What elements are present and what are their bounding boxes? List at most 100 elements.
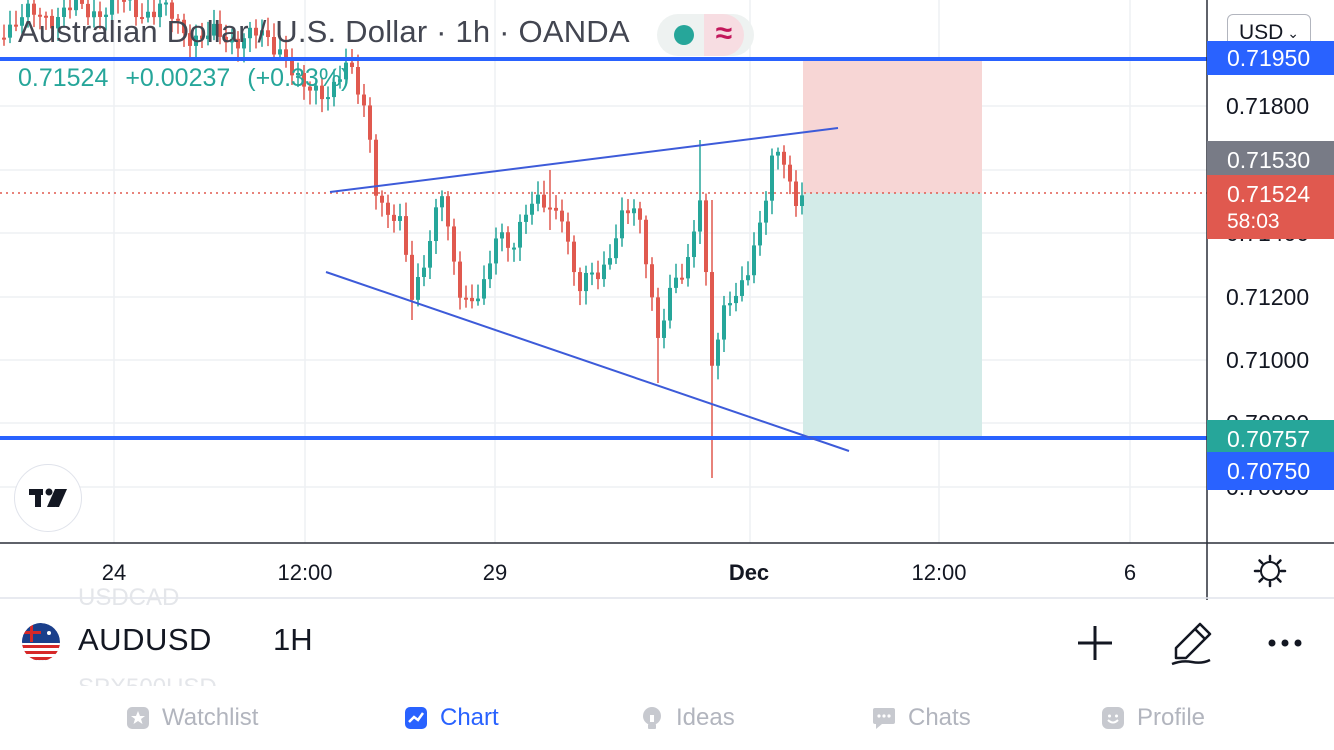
candle-body (62, 7, 66, 17)
candle-body (2, 37, 6, 40)
plus-icon[interactable] (1072, 620, 1118, 666)
candle-body (422, 267, 426, 278)
candle-body (362, 94, 366, 106)
candle-body (266, 30, 270, 38)
candle-body (722, 305, 726, 340)
time-axis-label: 12:00 (277, 560, 332, 585)
bar-countdown: 58:03 (1227, 210, 1280, 233)
delayed-data-icon: ≈ (704, 14, 744, 56)
candle-body (134, 0, 138, 18)
candle-body (746, 275, 750, 281)
price-tag-take-profit[interactable]: 0.70757 (1207, 420, 1334, 458)
candle-body (536, 194, 540, 204)
nav-label: Profile (1137, 704, 1206, 731)
tradingview-logo[interactable] (14, 464, 82, 532)
price-chart[interactable]: 0.71800 0.71400 0.71200 0.71000 0.70800 … (0, 0, 1334, 600)
candle-body (524, 214, 528, 222)
candle-body (296, 72, 300, 76)
candle-body (794, 181, 798, 207)
nav-chats[interactable]: Chats (872, 704, 971, 732)
nav-label: Ideas (676, 704, 735, 731)
candle-body (440, 196, 444, 208)
candle-body (458, 261, 462, 298)
candle-body (674, 277, 678, 288)
candle-body (464, 297, 468, 300)
candle-body (104, 14, 108, 17)
interval-button[interactable]: 1H (273, 622, 313, 657)
candle-body (728, 303, 732, 306)
candle-body (650, 264, 654, 298)
time-axis-label: 24 (102, 560, 126, 585)
candle-body (788, 164, 792, 182)
candle-body (584, 272, 588, 292)
candle-body (680, 277, 684, 280)
nav-label: Chart (440, 704, 499, 731)
market-status-pill[interactable]: ≈ (657, 14, 754, 56)
candle-body (608, 258, 612, 265)
candle-body (80, 0, 84, 4)
candle-body (662, 320, 666, 338)
current-price-value: 0.71524 (1227, 181, 1311, 207)
price-tag-lower-line[interactable]: 0.70750 (1207, 452, 1334, 490)
candle-body (800, 195, 804, 207)
nav-profile[interactable]: Profile (1101, 704, 1205, 732)
gear-icon[interactable] (1252, 553, 1288, 589)
candle-body (164, 2, 168, 5)
candle-body (428, 241, 432, 268)
candle-body (176, 18, 180, 21)
candle-body (182, 19, 186, 34)
more-options-icon[interactable] (1262, 620, 1308, 666)
candle-body (188, 33, 192, 46)
candle-body (530, 203, 534, 215)
price-change-percent: (+0.33%) (247, 64, 350, 92)
candle-body (200, 35, 204, 40)
price-axis-label: 0.71800 (1226, 93, 1309, 119)
candle-body (146, 11, 150, 18)
candle-body (686, 257, 690, 279)
currency-label: USD (1238, 21, 1284, 44)
stop-loss-zone[interactable] (803, 59, 982, 193)
trendline-upper[interactable] (329, 127, 839, 193)
previous-symbol[interactable]: USDCAD (78, 584, 180, 611)
candle-body (230, 38, 234, 43)
chart-area[interactable]: 0.71800 0.71400 0.71200 0.71000 0.70800 … (0, 0, 1334, 600)
symbol-name[interactable]: AUDUSD (78, 622, 212, 657)
nav-watchlist[interactable]: Watchlist (126, 704, 258, 732)
tradingview-logo-icon (29, 488, 67, 507)
candle-body (386, 202, 390, 215)
candle-body (212, 23, 216, 36)
candle-body (572, 241, 576, 273)
chart-icon (405, 707, 427, 729)
candle-body (140, 17, 144, 20)
candle-body (446, 196, 450, 227)
candle-body (752, 245, 756, 276)
candle-body (398, 216, 402, 221)
nav-chart[interactable]: Chart (404, 704, 499, 732)
candle-body (8, 24, 12, 38)
candle-body (578, 272, 582, 292)
candle-body (50, 15, 54, 29)
candle-body (602, 264, 606, 280)
candle-body (308, 86, 312, 91)
take-profit-zone[interactable] (803, 193, 982, 438)
candle-body (758, 222, 762, 246)
candle-body (290, 60, 294, 76)
candle-body (44, 15, 48, 18)
candle-body (560, 210, 564, 222)
price-tag-upper-line[interactable]: 0.71950 (1207, 41, 1334, 75)
lightbulb-icon (643, 707, 661, 729)
candle-body (332, 81, 336, 98)
candle-body (734, 295, 738, 304)
candle-body (284, 49, 288, 61)
trendline-lower[interactable] (325, 271, 850, 452)
candle-body (542, 194, 546, 208)
time-axis[interactable]: 24 12:00 29 Dec 12:00 6 (102, 560, 1136, 585)
nav-label: Watchlist (162, 704, 259, 731)
candle-body (194, 35, 198, 46)
symbol-legend-title[interactable]: Australian Dollar / U.S. Dollar · 1h · O… (18, 14, 630, 49)
nav-label: Chats (908, 704, 971, 731)
australia-flag-icon (22, 623, 60, 661)
drawing-pencil-icon[interactable] (1168, 620, 1214, 666)
nav-ideas[interactable]: Ideas (640, 704, 735, 732)
candle-body (158, 3, 162, 18)
